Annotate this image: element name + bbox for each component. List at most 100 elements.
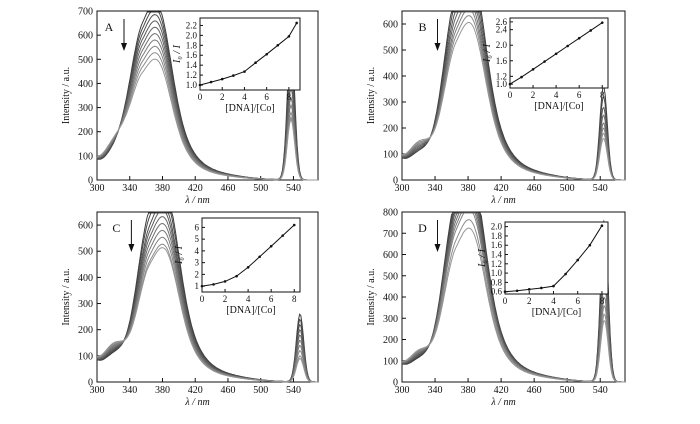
- y-axis-label: Intensity / a.u.: [61, 268, 72, 325]
- panel-A: 300 340 380 420 460 500 5400100200300400500600…: [61, 7, 319, 206]
- inset-point: [531, 68, 535, 71]
- x-tick-label: 380: [461, 183, 476, 194]
- inset-y-tick-label: 2: [195, 269, 200, 279]
- y-tick-label: 0: [393, 378, 398, 389]
- inset-x-tick-label: 2: [223, 294, 228, 304]
- inset-y-tick-label: 1.0: [496, 79, 508, 89]
- inset-x-tick-label: 8: [287, 92, 292, 102]
- arrow-head: [434, 244, 441, 252]
- y-tick-label: 300: [78, 103, 93, 114]
- inset-point: [503, 290, 507, 293]
- inset-point: [520, 75, 523, 79]
- inset-point: [576, 258, 580, 262]
- y-tick-label: 700: [78, 7, 93, 18]
- inset-x-axis-label: [DNA]/[Co]: [532, 307, 581, 318]
- panel-D: 300 340 380 420 460 500 5400100200300400500600…: [366, 208, 626, 408]
- x-tick-label: 340: [428, 385, 443, 396]
- inset-x-axis-label: [DNA]/[Co]: [225, 103, 274, 114]
- inset-x-axis-label: [DNA]/[Co]: [226, 305, 275, 316]
- y-axis-label: Intensity / a.u.: [61, 67, 72, 124]
- inset-point: [515, 289, 519, 293]
- inset-x-tick-label: 2: [220, 92, 225, 102]
- inset-y-tick-label: 3: [195, 258, 200, 268]
- y-tick-label: 300: [383, 98, 398, 109]
- inset-frame: [504, 221, 609, 295]
- y-tick-label: 200: [78, 127, 93, 138]
- x-tick-label: 420: [188, 183, 203, 194]
- inset-y-axis-label: I₀ / I: [174, 245, 185, 265]
- inset-y-tick-label: 2.0: [496, 40, 508, 50]
- x-axis-label: λ / nm: [184, 195, 209, 206]
- panel-C: 300 340 380 420 460 500 5400100200300400500600…: [61, 211, 319, 408]
- arrow-head: [434, 43, 441, 51]
- inset-x-tick-label: 0: [200, 294, 205, 304]
- inset-y-tick-label: 2.4: [496, 25, 508, 35]
- x-tick-label: 540: [286, 183, 301, 194]
- inset-D: 0 2 4 6 8 0.60.81.01.21.41.61.82.0 [DNA]/[Co] I…: [477, 221, 609, 318]
- y-tick-label: 0: [88, 176, 93, 187]
- inset-point: [276, 44, 280, 47]
- y-tick-label: 800: [383, 208, 398, 219]
- x-tick-label: 300: [395, 385, 410, 396]
- inset-x-axis-label: [DNA]/[Co]: [534, 101, 583, 112]
- inset-y-tick-label: 1.8: [491, 231, 503, 241]
- inset-point: [220, 77, 224, 81]
- inset-y-tick-label: 4: [195, 246, 200, 256]
- inset-point: [200, 284, 204, 288]
- inset-point: [246, 266, 250, 269]
- y-tick-label: 100: [383, 150, 398, 161]
- inset-point: [543, 60, 546, 63]
- x-axis-label: λ / nm: [184, 397, 209, 408]
- x-tick-label: 380: [155, 385, 170, 396]
- x-tick-label: 300: [395, 183, 410, 194]
- inset-point: [223, 280, 227, 283]
- y-tick-label: 100: [78, 351, 93, 362]
- inset-point: [564, 272, 567, 276]
- x-tick-label: 500: [560, 183, 575, 194]
- spectrum-line: [97, 247, 318, 383]
- spectrum-line: [402, 227, 625, 383]
- y-tick-label: 600: [78, 31, 93, 42]
- arrow-head: [128, 244, 135, 252]
- inset-x-tick-label: 4: [246, 294, 251, 304]
- inset-B: 0 2 4 6 8 1.01.2 1.6 2.0 2.42.6 [DNA]/[Co] I₀ / I: [482, 17, 609, 112]
- x-tick-label: 460: [220, 385, 235, 396]
- y-tick-label: 600: [383, 20, 398, 31]
- inset-x-tick-label: 6: [264, 92, 269, 102]
- y-tick-label: 200: [383, 124, 398, 135]
- inset-point: [600, 224, 604, 228]
- y-tick-label: 200: [383, 335, 398, 346]
- y-tick-label: 500: [78, 247, 93, 258]
- inset-frame: [201, 217, 301, 293]
- inset-point: [235, 274, 238, 278]
- spectrum-line: [97, 58, 318, 181]
- inset-point: [269, 244, 273, 248]
- x-tick-label: 420: [494, 183, 509, 194]
- y-tick-label: 100: [383, 356, 398, 367]
- inset-x-tick-label: 6: [577, 90, 582, 100]
- y-tick-label: 0: [393, 176, 398, 187]
- x-tick-label: 300: [90, 183, 105, 194]
- inset-point: [232, 74, 235, 77]
- y-tick-label: 600: [383, 250, 398, 261]
- inset-y-tick-label: 6: [195, 222, 200, 232]
- y-axis-label: Intensity / a.u.: [366, 268, 377, 325]
- x-axis-label: λ / nm: [490, 195, 515, 206]
- x-tick-label: 380: [155, 183, 170, 194]
- panel-label: B: [419, 20, 427, 34]
- x-tick-label: 340: [122, 385, 137, 396]
- inset-point: [527, 288, 531, 291]
- inset-x-tick-label: 4: [551, 296, 556, 306]
- y-tick-label: 700: [383, 229, 398, 240]
- inset-x-tick-label: 6: [269, 294, 274, 304]
- x-tick-label: 500: [253, 385, 268, 396]
- x-tick-label: 540: [286, 385, 301, 396]
- inset-point: [552, 284, 555, 288]
- y-tick-label: 200: [78, 325, 93, 336]
- inset-point: [588, 243, 592, 247]
- inset-point: [254, 61, 257, 64]
- x-tick-label: 460: [527, 183, 542, 194]
- inset-point: [209, 80, 213, 84]
- inset-y-tick-label: 1.2: [491, 259, 502, 269]
